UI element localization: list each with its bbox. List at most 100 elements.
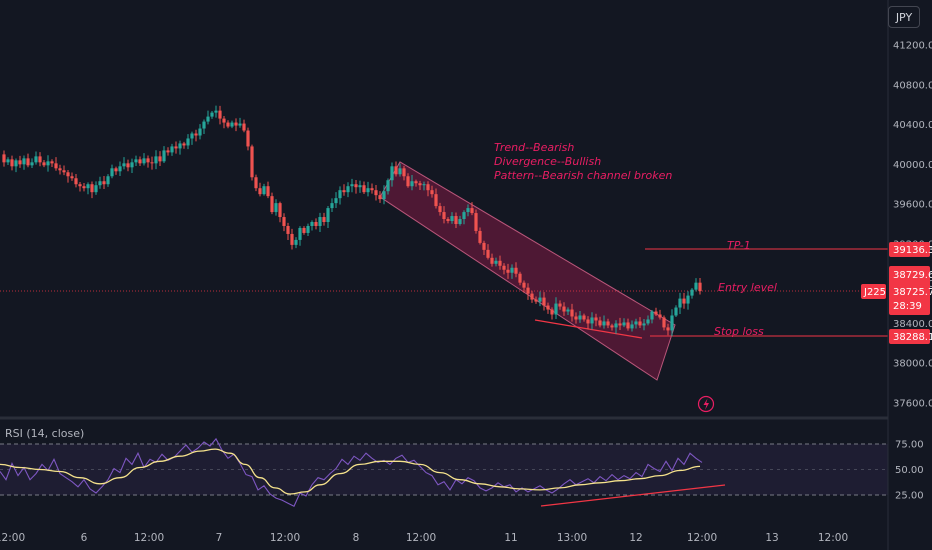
candle-body (678, 298, 682, 308)
rsi-ma-line (0, 448, 701, 495)
time-tick-label: 12:00 (134, 532, 164, 544)
candle-body (570, 309, 574, 317)
candle-body (450, 216, 454, 222)
price-tick-label: 38000.00 (893, 359, 932, 370)
time-tick-label: 8 (353, 532, 360, 544)
candle-body (142, 158, 146, 164)
price-pane[interactable]: Trend--Bearish Divergence--Bullish Patte… (0, 105, 888, 413)
candle-body (394, 166, 398, 175)
time-tick-label: 12:00 (687, 532, 717, 544)
candle-body (166, 150, 170, 153)
candle-body (518, 273, 522, 283)
candle-body (282, 217, 286, 226)
candle-body (74, 178, 78, 185)
candle-body (190, 133, 194, 139)
candle-body (78, 184, 82, 187)
tp1-price-tag-text: 39136.3 (893, 245, 932, 256)
candle-body (330, 203, 334, 209)
candle-body (374, 190, 378, 196)
candle-body (350, 184, 354, 187)
candle-body (270, 196, 274, 213)
time-axis[interactable]: 12:00 6 12:00 7 12:00 8 12:00 11 13:00 12 12:00 13 1… (0, 532, 848, 544)
candle-body (150, 162, 154, 164)
candle-body (622, 322, 626, 326)
candle-body (342, 190, 346, 193)
candle-body (42, 162, 46, 166)
candle-body (642, 323, 646, 326)
candle-body (606, 321, 610, 326)
candle-body (482, 242, 486, 250)
time-tick-label: 12:00 (270, 532, 300, 544)
candle-body (122, 163, 126, 167)
price-tick-label: 40800.00 (893, 80, 932, 91)
candle-body (30, 162, 34, 166)
currency-button[interactable]: JPY (888, 6, 920, 28)
candle-body (470, 208, 474, 214)
note-tp1: TP-1 (727, 239, 751, 252)
candle-body (358, 185, 362, 188)
candle-body (258, 188, 262, 195)
candle-body (242, 123, 246, 131)
time-tick-label: 13 (765, 532, 778, 544)
candle-body (434, 194, 438, 207)
candle-body (458, 219, 462, 224)
candle-body (302, 227, 306, 233)
candle-body (346, 186, 350, 193)
rsi-pane[interactable] (0, 437, 888, 507)
candle-body (158, 156, 162, 162)
candle-body (226, 122, 230, 127)
candle-body (398, 168, 402, 175)
time-tick-label: 12:00 (406, 532, 436, 544)
candle-body (102, 181, 106, 185)
time-tick-label: 7 (216, 532, 223, 544)
candle-body (382, 191, 386, 200)
rsi-divergence-line[interactable] (540, 484, 726, 507)
candle-body (626, 322, 630, 329)
candle-body (442, 212, 446, 220)
time-tick-label: 12:00 (0, 532, 25, 544)
candle-body (138, 159, 142, 164)
candle-body (662, 317, 666, 328)
candle-body (318, 217, 322, 226)
candle-body (694, 282, 698, 290)
candle-body (134, 159, 138, 163)
candle-body (294, 239, 298, 245)
candle-body (494, 260, 498, 264)
candle-body (558, 303, 562, 307)
candle-body (70, 176, 74, 179)
candle-body (234, 122, 238, 126)
rsi-axis[interactable]: 75.00 50.00 25.00 (895, 440, 924, 502)
candle-body (566, 309, 570, 312)
candle-body (462, 212, 466, 220)
time-tick-label: 13:00 (557, 532, 587, 544)
candle-body (186, 138, 190, 146)
candle-body (6, 159, 10, 163)
candle-body (658, 314, 662, 318)
candle-body (366, 188, 370, 193)
rsi-indicator-label[interactable]: RSI (14, close) (5, 427, 85, 440)
candle-body (286, 225, 290, 234)
candle-body (274, 203, 278, 213)
price-tick-label: 41200.00 (893, 41, 932, 52)
candle-body (550, 309, 554, 315)
candle-body (414, 181, 418, 184)
candle-body (650, 311, 654, 320)
candle-body (370, 188, 374, 191)
candle-body (362, 185, 366, 193)
candle-body (26, 158, 30, 166)
candle-body (62, 170, 66, 173)
rsi-tick-label: 25.00 (895, 491, 924, 502)
candle-body (426, 184, 430, 191)
candle-body (250, 146, 254, 178)
candle-body (266, 186, 270, 197)
candle-body (378, 195, 382, 200)
candle-body (610, 325, 614, 328)
lightning-icon[interactable] (697, 395, 715, 413)
candle-body (2, 154, 6, 163)
candle-body (202, 121, 206, 129)
candle-body (430, 190, 434, 195)
candle-body (386, 180, 390, 192)
candle-body (410, 181, 414, 187)
current-price-tag-text: 38725.7 (893, 287, 932, 298)
